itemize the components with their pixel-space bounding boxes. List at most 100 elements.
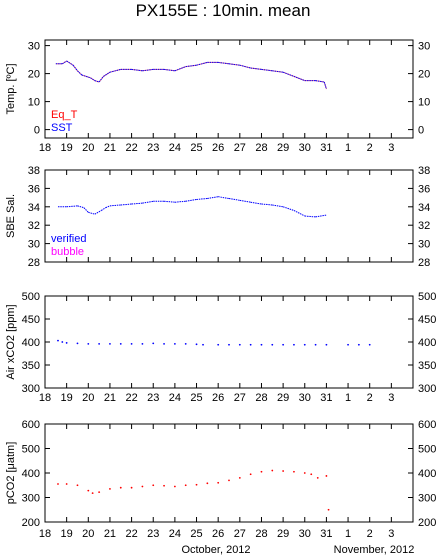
series-sst-segment — [323, 81, 327, 90]
x-tick-label: 28 — [255, 142, 267, 154]
series-verified-segment — [228, 198, 240, 201]
y-tick-label-left: 200 — [22, 517, 40, 529]
x-tick-label: 26 — [212, 142, 224, 154]
series-sst-segment — [282, 71, 295, 77]
x-tick-label: 18 — [39, 392, 51, 404]
chart-title: PX155E : 10min. mean — [136, 1, 311, 20]
data-point — [325, 343, 328, 346]
y-tick-label-right: 30 — [418, 239, 430, 251]
series-sst-segment — [98, 76, 104, 83]
data-point — [325, 475, 328, 477]
data-point — [316, 477, 319, 479]
x-tick-label: 31 — [320, 528, 332, 540]
data-point — [195, 343, 198, 346]
y-tick-label-left: 600 — [22, 419, 40, 431]
data-point — [130, 342, 133, 345]
x-tick-label: 22 — [125, 142, 137, 154]
data-point — [173, 342, 176, 345]
y-tick-label-left: 34 — [28, 202, 40, 214]
data-point — [282, 343, 285, 346]
y-tick-label-left: 500 — [22, 291, 40, 303]
series-verified-segment — [164, 200, 175, 203]
x-tick-label: 20 — [82, 528, 94, 540]
x-tick-label: 2 — [367, 528, 373, 540]
series-verified-segment — [174, 200, 186, 203]
series-verified-segment — [239, 199, 251, 203]
series-sst-segment — [103, 71, 111, 77]
series-sst-segment — [272, 70, 284, 73]
series-sst-segment — [66, 60, 74, 66]
y-tick-label-left: 400 — [22, 468, 40, 480]
series-sst-segment — [142, 68, 154, 72]
x-tick-label: 23 — [147, 392, 159, 404]
series-sst-segment — [239, 64, 251, 69]
data-point — [57, 483, 59, 485]
data-point — [130, 486, 133, 489]
series-verified-segment — [109, 204, 121, 207]
y-tick-label-right: 32 — [418, 220, 430, 232]
series-verified-segment — [196, 198, 208, 200]
y-tick-label-right: 500 — [418, 444, 436, 456]
y-tick-label-left: 0 — [34, 125, 40, 137]
series-verified-segment — [88, 211, 95, 215]
series-sst-segment — [72, 64, 78, 72]
month-label-november: November, 2012 — [334, 544, 415, 556]
data-point — [87, 342, 90, 345]
series-sst-segment — [185, 64, 197, 68]
x-tick-label: 26 — [212, 528, 224, 540]
y-tick-label-left: 500 — [22, 444, 40, 456]
series-verified-segment — [218, 196, 230, 200]
data-point — [310, 473, 313, 476]
y-tick-label-right: 0 — [418, 125, 424, 137]
x-tick-label: 27 — [234, 392, 246, 404]
y-tick-label-right: 10 — [418, 97, 430, 109]
data-point — [217, 481, 220, 484]
series-sst-segment — [196, 61, 208, 66]
series-verified-segment — [293, 210, 305, 217]
data-point — [152, 342, 155, 345]
x-tick-label: 28 — [255, 528, 267, 540]
y-tick-label-left: 10 — [28, 97, 40, 109]
series-verified-segment — [105, 205, 111, 209]
y-tick-label-left: 400 — [22, 337, 40, 349]
x-tick-label: 26 — [212, 392, 224, 404]
y-tick-label-left: 300 — [22, 383, 40, 395]
month-label-october: October, 2012 — [181, 544, 250, 556]
data-point — [271, 343, 274, 346]
data-point — [98, 491, 101, 494]
x-tick-label: 1 — [345, 392, 351, 404]
x-tick-label: 31 — [320, 142, 332, 154]
data-point — [109, 342, 111, 345]
series-verified-segment — [261, 203, 273, 206]
y-tick-label-right: 200 — [418, 517, 436, 529]
x-tick-label: 23 — [147, 142, 159, 154]
air-xco2-panel: 300 300 350 350 400 400 450 450 500 500 Air xCO2 [… — [5, 291, 436, 395]
x-axis-labels-middle: 18 19 20 21 22 23 24 25 26 27 28 29 30 31 1 2 3 — [39, 392, 395, 404]
series-sst-segment — [250, 67, 262, 70]
x-tick-label: 20 — [82, 142, 94, 154]
data-point — [173, 485, 176, 488]
data-point — [195, 483, 198, 486]
series-verified-segment — [77, 205, 85, 209]
x-tick-label: 1 — [345, 142, 351, 154]
pco2-panel: 200 200 300 300 400 400 500 500 600 600 pCO2 [μatm… — [5, 419, 436, 529]
y-tick-label-left: 300 — [22, 493, 40, 505]
series-sst-segment — [315, 80, 325, 83]
series-verified-segment — [207, 196, 219, 200]
y-tick-label-right: 600 — [418, 419, 436, 431]
x-tick-label: 27 — [234, 528, 246, 540]
y-tick-label-right: 400 — [418, 337, 436, 349]
series-sst-segment — [62, 60, 67, 65]
data-point — [76, 484, 79, 487]
x-tick-label: 27 — [234, 142, 246, 154]
plot-frame — [44, 295, 414, 389]
data-point — [303, 343, 306, 346]
series-verified-segment — [250, 201, 262, 205]
series-verified-segment — [272, 204, 284, 208]
data-point — [61, 341, 64, 343]
y-tick-label-right: 38 — [418, 165, 430, 177]
series-sst-segment — [85, 75, 91, 79]
series-verified-segment — [142, 200, 154, 204]
x-tick-label: 18 — [39, 528, 51, 540]
x-tick-label: 30 — [299, 142, 311, 154]
